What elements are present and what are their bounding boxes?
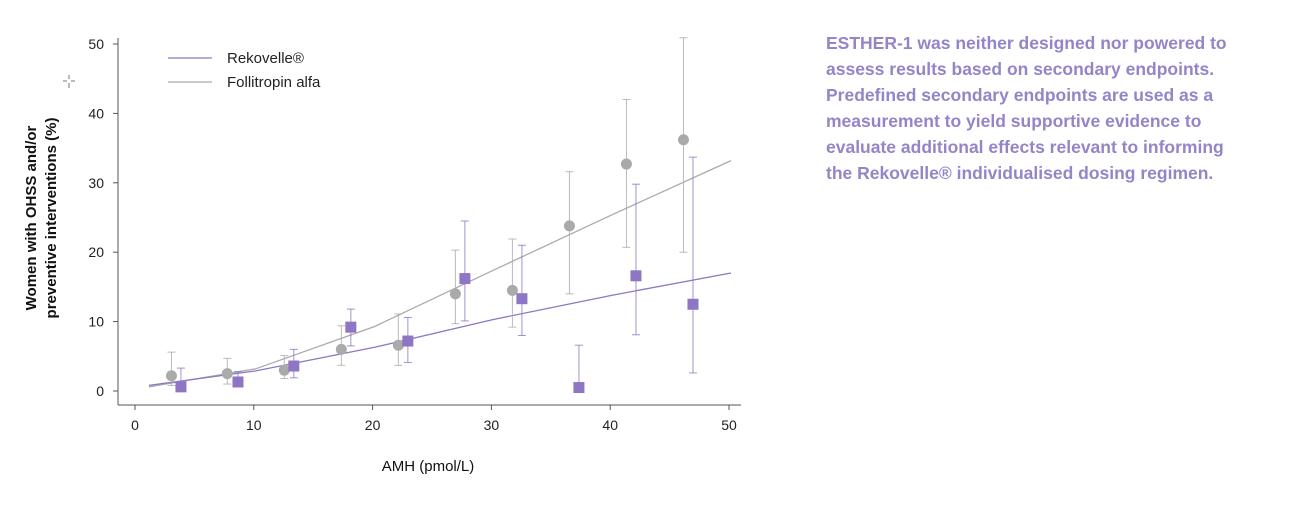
data-point-rekovelle [516, 293, 528, 305]
legend-label-0: Rekovelle® [227, 50, 304, 67]
x-tick-label: 10 [246, 417, 262, 433]
data-point-follitropin-alfa [335, 343, 347, 355]
chart: 0 10 20 30 40 50 0 10 20 30 40 50 AMH (pmol/L) Women … [23, 36, 741, 475]
y-axis-title-line: preventive interventions (%) [43, 118, 60, 319]
y-tick-label: 0 [96, 383, 104, 399]
chart-axes: 0 10 20 30 40 50 0 10 20 30 40 50 AMH (pmol/L) Women … [23, 36, 741, 475]
legend: Rekovelle® Follitropin alfa [168, 50, 321, 91]
y-axis-title-line: Women with OHSS and/or [23, 125, 40, 310]
data-point-rekovelle [687, 298, 699, 310]
data-point-rekovelle [232, 376, 244, 388]
data-point-follitropin-alfa [392, 339, 404, 351]
fit-line-rekovelle [148, 272, 732, 387]
data-point-follitropin-alfa [563, 220, 575, 232]
data-point-follitropin-alfa [506, 284, 518, 296]
x-tick-label: 20 [365, 417, 381, 433]
side-note-line: measurement to yield supportive evidence… [826, 111, 1202, 131]
x-tick-label: 0 [131, 417, 139, 433]
y-tick-label: 10 [88, 314, 104, 330]
x-tick-label: 30 [484, 417, 500, 433]
data-point-follitropin-alfa [278, 364, 290, 376]
data-point-rekovelle [573, 382, 585, 394]
legend-label-1: Follitropin alfa [227, 74, 321, 91]
side-note-line: Predefined secondary endpoints are used … [826, 85, 1214, 105]
data-point-rekovelle [402, 335, 414, 347]
data-point-rekovelle [345, 321, 357, 333]
data-marks [165, 37, 699, 394]
data-point-rekovelle [459, 273, 471, 285]
y-tick-label: 20 [88, 244, 104, 260]
crosshair-cursor-icon [63, 75, 75, 88]
data-point-rekovelle [175, 381, 187, 393]
x-tick-label: 50 [721, 417, 737, 433]
side-note-line: ESTHER-1 was neither designed nor powere… [826, 33, 1227, 53]
data-point-follitropin-alfa [449, 288, 461, 300]
data-point-follitropin-alfa [221, 368, 233, 380]
y-axis-title: Women with OHSS and/or preventive interve… [23, 118, 60, 319]
y-tick-label: 50 [88, 36, 104, 52]
data-point-rekovelle [630, 270, 642, 282]
data-point-follitropin-alfa [620, 158, 632, 170]
side-note-line: the Rekovelle® individualised dosing reg… [826, 163, 1214, 183]
data-point-rekovelle [288, 360, 300, 372]
side-note-line: assess results based on secondary endpoi… [826, 59, 1215, 79]
x-tick-label: 40 [602, 417, 618, 433]
fit-lines [148, 160, 732, 388]
data-point-follitropin-alfa [677, 134, 689, 146]
side-note: ESTHER-1 was neither designed nor powere… [826, 30, 1266, 186]
x-axis-title: AMH (pmol/L) [382, 458, 475, 475]
side-note-line: evaluate additional effects relevant to … [826, 137, 1224, 157]
fit-line-follitropin-alfa [148, 160, 732, 388]
y-tick-label: 40 [88, 105, 104, 121]
data-point-follitropin-alfa [165, 370, 177, 382]
y-tick-label: 30 [88, 175, 104, 191]
